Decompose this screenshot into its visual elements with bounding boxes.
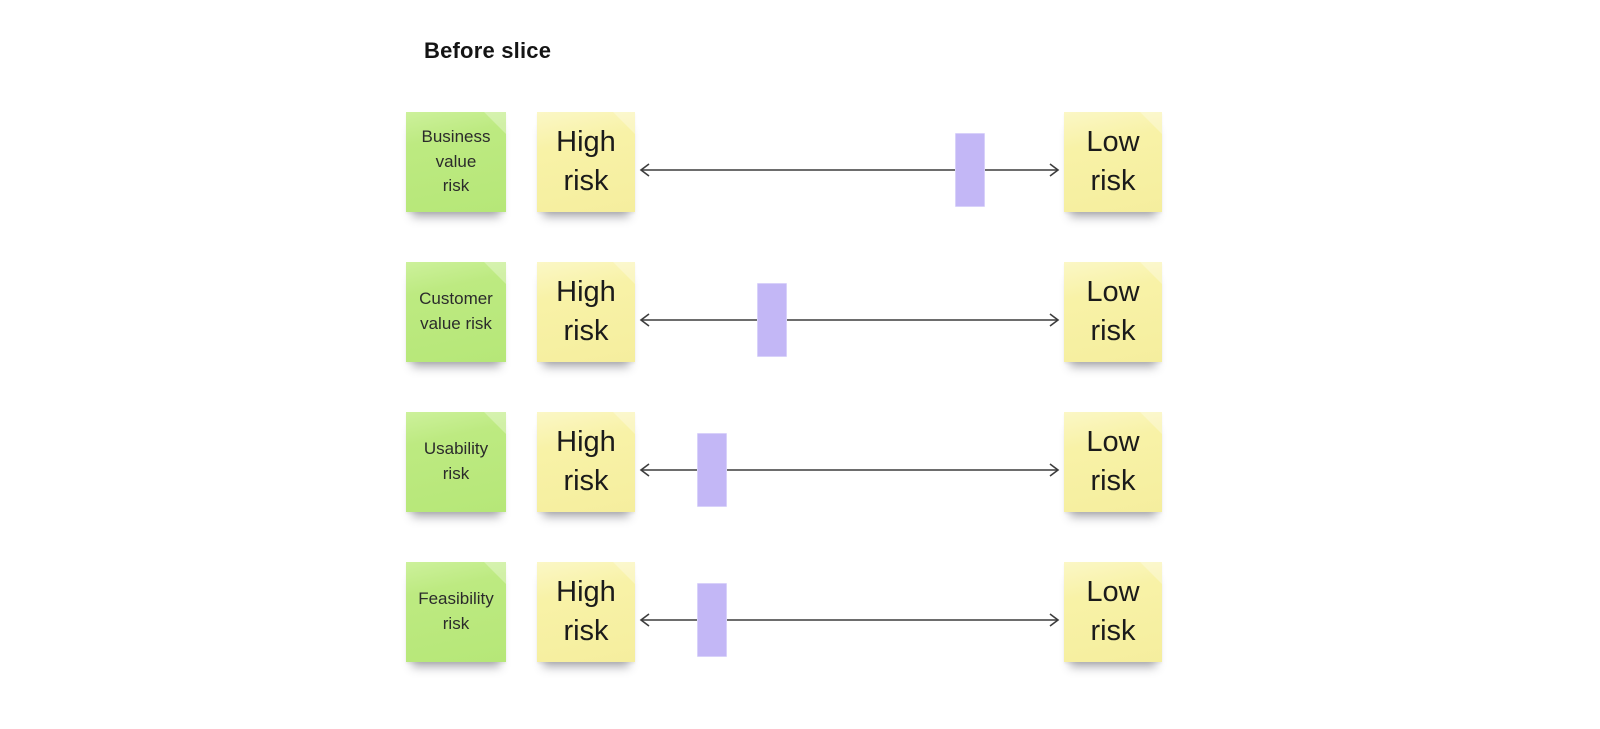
high-risk-note[interactable]: High risk [537, 262, 635, 362]
arrowhead-right-icon [1049, 613, 1060, 627]
low-risk-note[interactable]: Low risk [1064, 262, 1162, 362]
low-risk-label: Low risk [1086, 425, 1140, 497]
risk-level-marker[interactable] [697, 583, 728, 657]
arrowhead-left-icon [639, 313, 650, 327]
high-risk-label: High risk [556, 425, 616, 497]
low-risk-label: Low risk [1086, 575, 1140, 647]
risk-row-customer-value: Customer value risk High risk Low risk [406, 262, 1162, 362]
low-risk-note[interactable]: Low risk [1064, 562, 1162, 662]
high-risk-label: High risk [556, 125, 616, 197]
high-risk-note[interactable]: High risk [537, 112, 635, 212]
category-note-label: Customer value risk [419, 289, 493, 333]
category-note[interactable]: Business value risk [406, 112, 506, 212]
risk-row-feasibility: Feasibility risk High risk Low risk [406, 562, 1162, 662]
low-risk-note[interactable]: Low risk [1064, 112, 1162, 212]
risk-rows: Business value risk High risk Low risk C… [406, 112, 1162, 662]
high-risk-label: High risk [556, 575, 616, 647]
risk-level-marker[interactable] [757, 283, 788, 357]
double-arrow-connector[interactable] [635, 112, 1064, 212]
risk-row-business-value: Business value risk High risk Low risk [406, 112, 1162, 212]
category-note-label: Business value risk [421, 127, 491, 196]
low-risk-label: Low risk [1086, 275, 1140, 347]
arrowhead-left-icon [639, 163, 650, 177]
category-note[interactable]: Usability risk [406, 412, 506, 512]
risk-level-marker[interactable] [954, 133, 985, 207]
high-risk-label: High risk [556, 275, 616, 347]
arrowhead-right-icon [1049, 463, 1060, 477]
low-risk-note[interactable]: Low risk [1064, 412, 1162, 512]
risk-scale-track [635, 262, 1064, 362]
risk-scale-track [635, 562, 1064, 662]
category-note[interactable]: Customer value risk [406, 262, 506, 362]
arrowhead-right-icon [1049, 163, 1060, 177]
category-note-label: Usability risk [423, 439, 489, 483]
risk-level-marker[interactable] [697, 433, 728, 507]
arrowhead-left-icon [639, 463, 650, 477]
category-note-label: Feasibility risk [418, 589, 494, 633]
risk-row-usability: Usability risk High risk Low risk [406, 412, 1162, 512]
low-risk-label: Low risk [1086, 125, 1140, 197]
risk-scale-track [635, 412, 1064, 512]
category-note[interactable]: Feasibility risk [406, 562, 506, 662]
high-risk-note[interactable]: High risk [537, 412, 635, 512]
diagram-title: Before slice [424, 38, 552, 63]
high-risk-note[interactable]: High risk [537, 562, 635, 662]
risk-scale-track [635, 112, 1064, 212]
double-arrow-connector[interactable] [635, 262, 1064, 362]
arrowhead-right-icon [1049, 313, 1060, 327]
arrowhead-left-icon [639, 613, 650, 627]
